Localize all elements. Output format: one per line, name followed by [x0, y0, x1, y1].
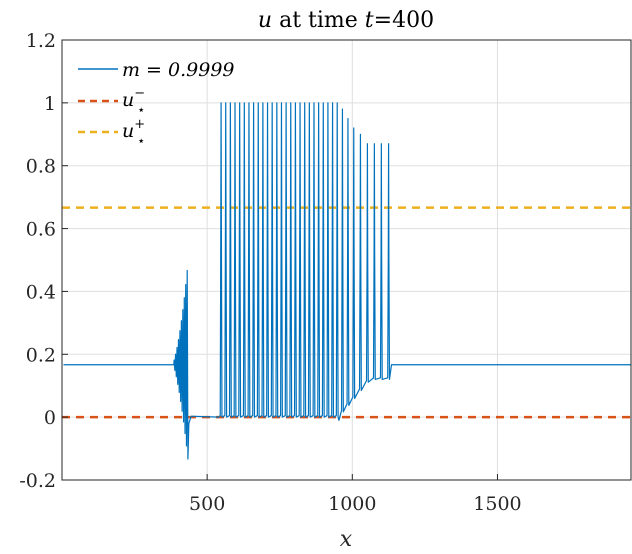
legend-label-m: m = 0.9999: [122, 59, 235, 81]
legend-label-u-plus: u+ ⋆: [122, 117, 145, 149]
legend-label-u-minus: u− ⋆: [122, 86, 145, 118]
chart-title: u at time t=400: [258, 8, 434, 33]
y-tick-label: -0.2: [19, 470, 56, 492]
tick-labels: -0.2 0 0.2 0.4 0.6 0.8 1 1.2 500 1000 1500: [19, 30, 521, 515]
plot-series: [62, 102, 631, 460]
y-tick-label: 0.8: [26, 156, 56, 178]
y-tick-label: 0: [44, 407, 56, 429]
y-tick-label: 1: [44, 93, 56, 115]
x-tick-label: 500: [189, 493, 225, 515]
title-var: u: [258, 8, 272, 33]
title-value: =400: [374, 8, 434, 33]
grid-lines: [62, 39, 631, 481]
legend: m = 0.9999 u− ⋆ u+ ⋆: [78, 59, 235, 149]
x-tick-label: 1500: [473, 493, 521, 515]
x-axis-label: x: [340, 527, 353, 552]
y-tick-label: 0.6: [26, 219, 56, 241]
y-tick-label: 1.2: [26, 30, 56, 52]
axes-box: [61, 39, 632, 481]
y-tick-label: 0.4: [26, 281, 56, 303]
axis-ticks: [62, 39, 498, 481]
title-mid: at time: [272, 8, 365, 33]
y-tick-label: 0.2: [26, 344, 56, 366]
title-tvar: t: [365, 8, 374, 33]
x-tick-label: 1000: [328, 493, 376, 515]
series-m-line: [63, 102, 631, 460]
